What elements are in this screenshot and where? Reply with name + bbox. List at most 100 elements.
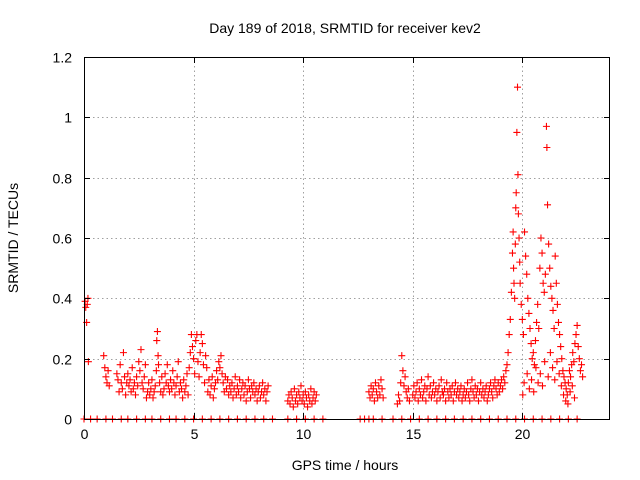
data-point	[504, 349, 512, 357]
data-point	[199, 361, 207, 369]
data-point	[136, 367, 144, 375]
data-point	[555, 370, 563, 378]
data-point	[218, 370, 226, 378]
data-point	[222, 385, 230, 393]
data-point	[455, 394, 463, 402]
data-point	[514, 83, 522, 91]
data-point	[570, 394, 578, 402]
data-point	[114, 376, 122, 384]
data-point	[523, 370, 531, 378]
data-point	[464, 379, 472, 387]
data-point	[150, 388, 158, 396]
data-point	[414, 397, 422, 405]
data-point	[206, 391, 214, 399]
data-point	[219, 379, 227, 387]
data-point	[435, 382, 443, 390]
data-point	[530, 388, 538, 396]
data-point	[215, 358, 223, 366]
data-point	[155, 361, 163, 369]
data-point	[484, 391, 492, 399]
data-point	[135, 358, 143, 366]
data-point	[522, 252, 530, 260]
x-tick-label: 10	[296, 426, 312, 442]
data-point	[188, 343, 196, 351]
data-point	[500, 373, 508, 381]
data-point	[130, 379, 138, 387]
data-point	[253, 397, 261, 405]
data-point	[556, 331, 564, 339]
data-point	[228, 379, 236, 387]
data-point	[213, 367, 221, 375]
data-point	[516, 258, 524, 266]
data-point	[475, 397, 482, 405]
data-point	[412, 388, 420, 396]
data-point	[510, 264, 518, 272]
data-point	[514, 210, 522, 218]
data-point	[448, 382, 456, 390]
data-point	[534, 379, 542, 387]
data-point	[551, 376, 559, 384]
data-point	[508, 249, 516, 257]
data-point	[578, 361, 586, 369]
data-point	[499, 385, 507, 393]
data-point	[515, 234, 523, 242]
data-point	[401, 373, 409, 381]
data-point	[216, 364, 224, 372]
data-point	[520, 379, 528, 387]
data-point	[152, 367, 160, 375]
data-point	[424, 373, 432, 381]
data-point	[567, 373, 575, 381]
data-point	[262, 397, 270, 405]
data-point	[294, 400, 302, 408]
data-point	[129, 385, 137, 393]
data-point	[186, 349, 194, 357]
data-point	[301, 388, 309, 396]
data-point	[256, 394, 264, 402]
data-point	[263, 388, 271, 396]
data-point	[295, 388, 303, 396]
data-point	[558, 355, 566, 363]
data-point	[569, 349, 577, 357]
data-point	[423, 385, 431, 393]
data-point	[373, 388, 381, 396]
data-point	[513, 128, 521, 136]
data-point	[133, 373, 141, 381]
data-point	[179, 394, 187, 402]
data-point	[523, 270, 531, 278]
data-point	[510, 279, 518, 287]
data-point	[161, 370, 169, 378]
data-point	[115, 388, 123, 396]
data-point	[509, 228, 517, 236]
data-point	[420, 388, 428, 396]
data-point	[378, 385, 386, 393]
data-points	[80, 83, 587, 423]
data-point	[105, 382, 113, 390]
data-point	[153, 328, 161, 336]
data-point	[566, 388, 574, 396]
data-point	[121, 373, 129, 381]
data-point	[237, 394, 245, 402]
data-point	[259, 379, 267, 387]
data-point	[100, 352, 108, 360]
data-point	[368, 391, 376, 399]
data-point	[528, 376, 536, 384]
data-point	[210, 385, 218, 393]
data-point	[410, 382, 418, 390]
data-point	[205, 376, 213, 384]
data-point	[181, 388, 189, 396]
data-point	[102, 373, 110, 381]
y-tick-labels: 0 0.2 0.4 0.6 0.8 1 1.2	[53, 50, 73, 428]
data-point	[536, 264, 544, 272]
data-point	[457, 382, 465, 390]
data-point	[163, 361, 171, 369]
data-point	[250, 379, 258, 387]
data-point	[489, 394, 497, 402]
y-axis-label: SRMTID / TECUs	[5, 183, 21, 293]
data-point	[208, 373, 216, 381]
data-point	[242, 397, 250, 405]
data-point	[404, 385, 412, 393]
data-point	[140, 373, 148, 381]
data-point	[398, 352, 406, 360]
data-point	[534, 300, 542, 308]
data-point	[240, 391, 248, 399]
